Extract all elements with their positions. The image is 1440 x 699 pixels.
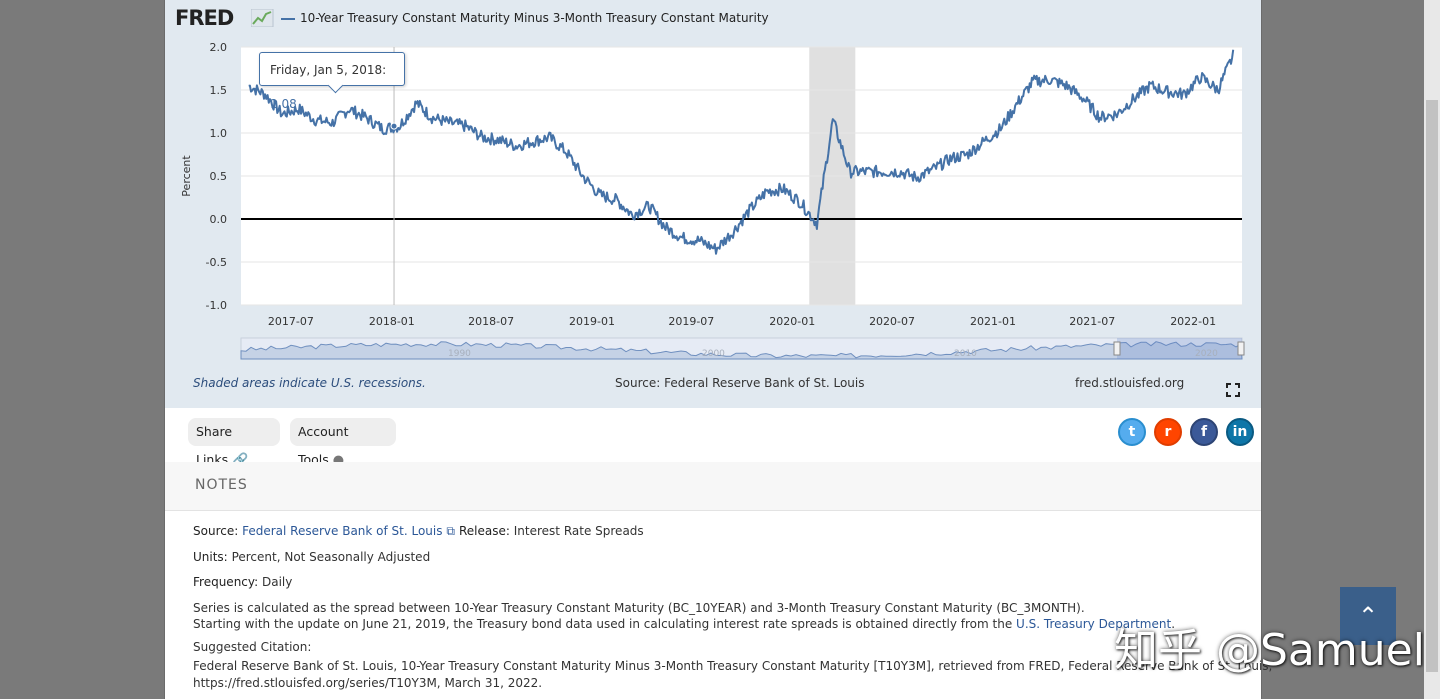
site-link[interactable]: fred.stlouisfed.org (1075, 376, 1185, 390)
navigator-year-label: 2010 (954, 349, 977, 359)
y-tick-label: 0.5 (210, 170, 228, 183)
y-axis-label: Percent (180, 155, 193, 197)
navigator-year-label: 2000 (702, 349, 725, 359)
watermark-text: 知乎 @Samuel (1114, 625, 1425, 676)
y-tick-label: 0.0 (210, 213, 228, 226)
notes-header: NOTES (165, 462, 1261, 511)
notes-units: Units: Percent, Not Seasonally Adjusted (193, 550, 430, 564)
share-links-label: Share Links (196, 424, 233, 467)
tooltip-point (390, 122, 398, 130)
navigator-selection[interactable] (1117, 338, 1242, 359)
share-links-button[interactable]: Share Links 🔗 (188, 418, 280, 468)
units-label: Units: (193, 550, 228, 564)
x-tick-label: 2019-01 (569, 315, 615, 328)
source-link[interactable]: Federal Reserve Bank of St. Louis (242, 524, 443, 538)
y-tick-label: -0.5 (206, 256, 227, 269)
legend-swatch (281, 17, 295, 20)
x-tick-label: 2021-01 (970, 315, 1016, 328)
citation-line-1: Federal Reserve Bank of St. Louis, 10-Ye… (193, 659, 1273, 673)
x-tick-label: 2018-01 (369, 315, 415, 328)
page-content: FRED 10-Year Treasury Constant Maturity … (164, 0, 1273, 699)
notes-release: Release: Interest Rate Spreads (459, 524, 644, 538)
desc2-text: Starting with the update on June 21, 201… (193, 617, 1013, 631)
frequency-value: Daily (262, 575, 293, 589)
toolbar: Share Links 🔗 Account Tools ● t r f in (165, 408, 1261, 468)
x-tick-label: 2017-07 (268, 315, 314, 328)
scrollbar-thumb[interactable] (1426, 100, 1438, 672)
navigator-handle-left[interactable] (1113, 341, 1121, 356)
notes-description-1: Series is calculated as the spread betwe… (193, 601, 1085, 615)
recession-note: Shaded areas indicate U.S. recessions. (193, 376, 426, 390)
series-line-t10y3m[interactable] (248, 49, 1235, 255)
series-title: 10-Year Treasury Constant Maturity Minus… (300, 11, 769, 25)
fred-chart-logo-icon (251, 9, 274, 27)
back-to-top-button[interactable]: ⌃ (1340, 587, 1396, 645)
user-icon: ● (332, 453, 345, 468)
notes-title: NOTES (195, 477, 248, 493)
x-tick-label: 2020-01 (769, 315, 815, 328)
units-value: Percent, Not Seasonally Adjusted (231, 550, 431, 564)
graph-area: FRED 10-Year Treasury Constant Maturity … (165, 0, 1261, 408)
facebook-icon[interactable]: f (1190, 418, 1218, 446)
y-tick-label: 1.0 (210, 127, 228, 140)
source-label: Source: (193, 524, 239, 538)
x-tick-label: 2020-07 (869, 315, 915, 328)
series-legend[interactable]: 10-Year Treasury Constant Maturity Minus… (281, 11, 769, 25)
navigator-series (240, 341, 1243, 360)
account-tools-button[interactable]: Account Tools ● (290, 418, 396, 468)
x-tick-label: 2021-07 (1069, 315, 1115, 328)
x-tick-label: 2022-01 (1170, 315, 1216, 328)
tooltip-date: Friday, Jan 5, 2018: (270, 63, 387, 77)
fred-logo[interactable]: FRED (175, 6, 234, 30)
release-label: Release: (459, 524, 510, 538)
chart-tooltip: Friday, Jan 5, 2018: 1.08 (259, 52, 405, 111)
navigator-handle-right[interactable] (1237, 341, 1245, 356)
external-link-icon[interactable]: ⧉ (446, 524, 455, 538)
citation-label: Suggested Citation: (193, 640, 312, 654)
frequency-label: Frequency: (193, 575, 259, 589)
navigator-year-label: 1990 (448, 349, 471, 359)
twitter-icon[interactable]: t (1118, 418, 1146, 446)
line-chart[interactable]: 2.0 1.5 1.0 0.5 0.0 -0.5 -1.0 Percent 2017-07 201… (165, 0, 1261, 370)
treasury-link[interactable]: U.S. Treasury Department (1016, 617, 1172, 631)
navigator-year-label: 2020 (1195, 349, 1218, 359)
fullscreen-icon[interactable] (1226, 383, 1240, 397)
citation-line-2: https://fred.stlouisfed.org/series/T10Y3… (193, 676, 543, 690)
y-tick-label: 1.5 (210, 84, 228, 97)
x-tick-label: 2018-07 (468, 315, 514, 328)
release-value: Interest Rate Spreads (513, 524, 644, 538)
tooltip-value: 1.08 (270, 97, 297, 111)
y-tick-label: -1.0 (206, 299, 227, 312)
reddit-icon[interactable]: r (1154, 418, 1182, 446)
y-tick-label: 2.0 (210, 41, 228, 54)
x-tick-label: 2019-07 (668, 315, 714, 328)
linkedin-icon[interactable]: in (1226, 418, 1254, 446)
notes-source: Source: Federal Reserve Bank of St. Loui… (193, 524, 455, 539)
notes-frequency: Frequency: Daily (193, 575, 292, 589)
notes-description-2: Starting with the update on June 21, 201… (193, 617, 1176, 631)
chart-source: Source: Federal Reserve Bank of St. Loui… (615, 376, 865, 390)
page-scrollbar[interactable] (1424, 0, 1440, 699)
